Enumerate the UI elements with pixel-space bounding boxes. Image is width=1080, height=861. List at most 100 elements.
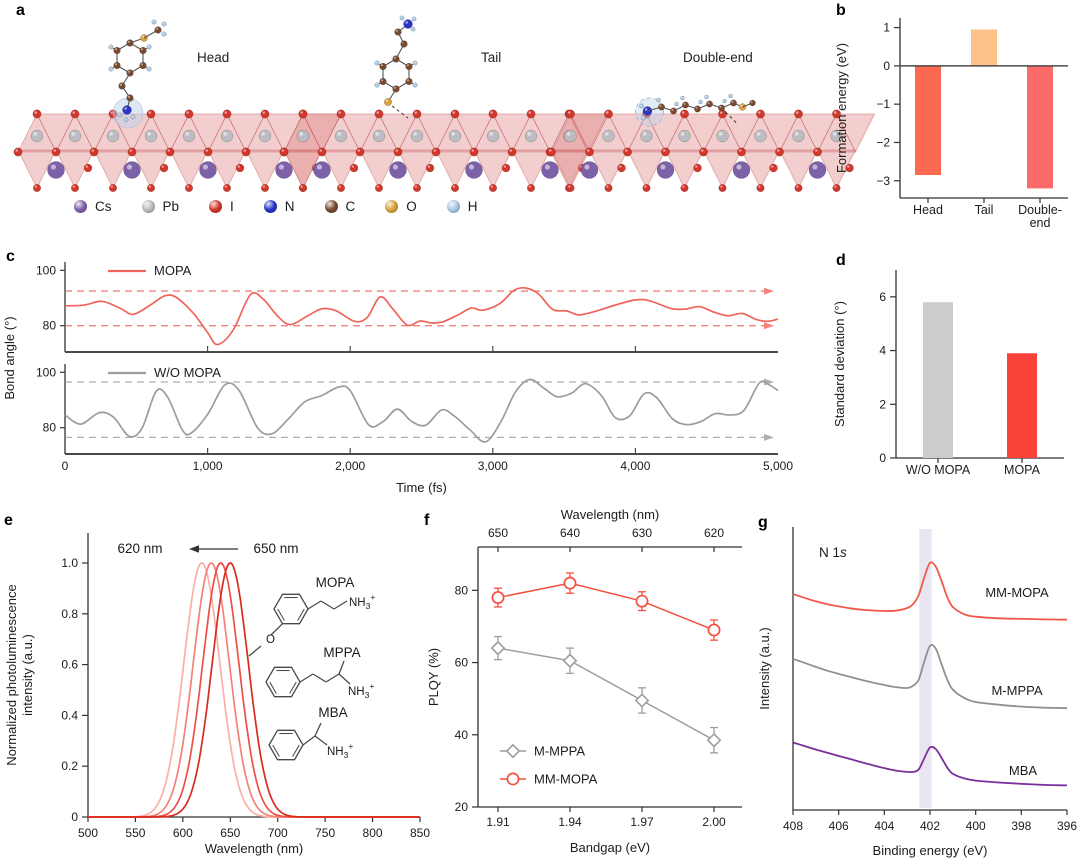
svg-text:N 1s: N 1s [819, 545, 847, 560]
svg-text:100: 100 [36, 365, 56, 379]
svg-text:W/O MOPA: W/O MOPA [154, 365, 221, 380]
svg-text:MOPA: MOPA [154, 263, 192, 278]
legend-item-o: O [385, 199, 417, 214]
svg-text:3,000: 3,000 [478, 459, 508, 473]
svg-text:40: 40 [455, 728, 469, 742]
svg-text:0: 0 [879, 451, 886, 465]
svg-text:Time (fs): Time (fs) [396, 480, 447, 495]
structure-scene-head [13, 19, 342, 193]
atom-legend: Cs Pb I N C O H [74, 199, 478, 214]
svg-text:MBA: MBA [318, 705, 347, 720]
svg-text:Wavelength (nm): Wavelength (nm) [205, 841, 304, 856]
legend-label: C [345, 199, 356, 214]
svg-text:MM-MOPA: MM-MOPA [985, 585, 1049, 600]
svg-text:402: 402 [920, 819, 940, 833]
svg-text:−2: −2 [876, 135, 890, 149]
svg-text:NH3+: NH3+ [348, 681, 374, 700]
svg-text:800: 800 [363, 826, 383, 840]
svg-text:Formation energy (eV): Formation energy (eV) [834, 43, 849, 173]
legend-item-i: I [209, 199, 234, 214]
svg-text:Wavelength (nm): Wavelength (nm) [561, 507, 660, 522]
legend-item-cs: Cs [74, 199, 112, 214]
svg-text:406: 406 [829, 819, 849, 833]
svg-text:−1: −1 [876, 97, 890, 111]
svg-text:5,000: 5,000 [763, 459, 793, 473]
cs-atom-icon [74, 200, 87, 213]
svg-text:500: 500 [78, 826, 98, 840]
svg-text:80: 80 [43, 421, 57, 435]
panel-d-std-deviation-chart: 0 2 4 6 W/O MOPA MOPA Standard deviation (°) [832, 270, 1064, 477]
panel-c-bond-angle-chart: 100 80 MOPA 100 80 W/O MOPA 0 1,000 2,000 3,000 4,… [2, 262, 793, 495]
svg-text:620 nm: 620 nm [117, 541, 162, 556]
svg-text:end: end [1030, 216, 1051, 230]
svg-text:408: 408 [783, 819, 803, 833]
svg-text:Bond angle (°): Bond angle (°) [2, 316, 17, 399]
panel-label-c: c [6, 248, 15, 265]
panel-label-b: b [836, 2, 846, 19]
svg-text:6: 6 [879, 290, 886, 304]
svg-text:1,000: 1,000 [193, 459, 223, 473]
svg-text:750: 750 [315, 826, 335, 840]
scene-title-double-end: Double-end [683, 50, 753, 65]
svg-text:PLQY (%): PLQY (%) [426, 648, 441, 706]
svg-text:MBA: MBA [1009, 763, 1038, 778]
panel-label-e: e [4, 512, 13, 529]
svg-text:Head: Head [913, 203, 943, 217]
scene-title-head: Head [197, 50, 230, 65]
svg-text:2.00: 2.00 [702, 815, 726, 829]
svg-text:W/O MOPA: W/O MOPA [906, 463, 971, 477]
svg-text:0: 0 [62, 459, 69, 473]
svg-text:1.0: 1.0 [61, 556, 78, 570]
panel-label-g: g [758, 514, 768, 531]
svg-text:398: 398 [1011, 819, 1031, 833]
svg-text:80: 80 [43, 319, 57, 333]
legend-label: Cs [95, 199, 112, 214]
o-atom-icon [385, 200, 399, 213]
svg-text:1.97: 1.97 [630, 815, 654, 829]
legend-item-pb: Pb [141, 199, 180, 214]
c-atom-icon [324, 200, 338, 213]
svg-text:Bandgap (eV): Bandgap (eV) [570, 840, 650, 855]
svg-text:MPPA: MPPA [323, 645, 360, 660]
svg-text:620: 620 [704, 526, 724, 540]
scene-title-tail: Tail [481, 50, 502, 65]
svg-text:−3: −3 [876, 174, 890, 188]
svg-text:1.91: 1.91 [486, 815, 510, 829]
svg-text:550: 550 [125, 826, 145, 840]
panel-label-f: f [424, 512, 430, 529]
svg-text:0.8: 0.8 [61, 607, 78, 621]
svg-text:650: 650 [488, 526, 508, 540]
svg-text:Intensity (a.u.): Intensity (a.u.) [757, 627, 772, 709]
svg-text:NH3+: NH3+ [349, 592, 375, 611]
svg-text:60: 60 [455, 656, 469, 670]
svg-text:Double-: Double- [1018, 203, 1062, 217]
panel-e-pl-spectra-chart: 500 550 600 650 700 750 800 850 1.0 0.8 0.6 0.4 0.2 0… [4, 533, 430, 856]
svg-text:O: O [266, 634, 275, 646]
n-atom-icon [263, 200, 277, 213]
svg-text:0.4: 0.4 [61, 708, 78, 722]
legend-item-h: H [446, 199, 478, 214]
structure-scene-double [547, 93, 876, 193]
svg-text:2: 2 [879, 397, 886, 411]
i-atom-icon [209, 200, 223, 213]
svg-text:650 nm: 650 nm [253, 541, 298, 556]
svg-text:1: 1 [883, 21, 890, 35]
svg-text:400: 400 [966, 819, 986, 833]
svg-text:0: 0 [883, 59, 890, 73]
svg-text:Tail: Tail [975, 203, 994, 217]
svg-text:Standard deviation (°): Standard deviation (°) [832, 301, 847, 427]
panel-label-d: d [836, 252, 846, 269]
legend-item-c: C [324, 199, 356, 214]
svg-text:850: 850 [410, 826, 430, 840]
legend-label: H [467, 199, 478, 214]
legend-item-n: N [263, 199, 295, 214]
svg-text:20: 20 [455, 800, 469, 814]
legend-label: O [406, 199, 417, 214]
svg-text:0.2: 0.2 [61, 759, 78, 773]
svg-text:M-MPPA: M-MPPA [991, 683, 1042, 698]
svg-text:0: 0 [71, 810, 78, 824]
legend-label: Pb [162, 199, 180, 214]
svg-text:4,000: 4,000 [620, 459, 650, 473]
svg-text:630: 630 [632, 526, 652, 540]
